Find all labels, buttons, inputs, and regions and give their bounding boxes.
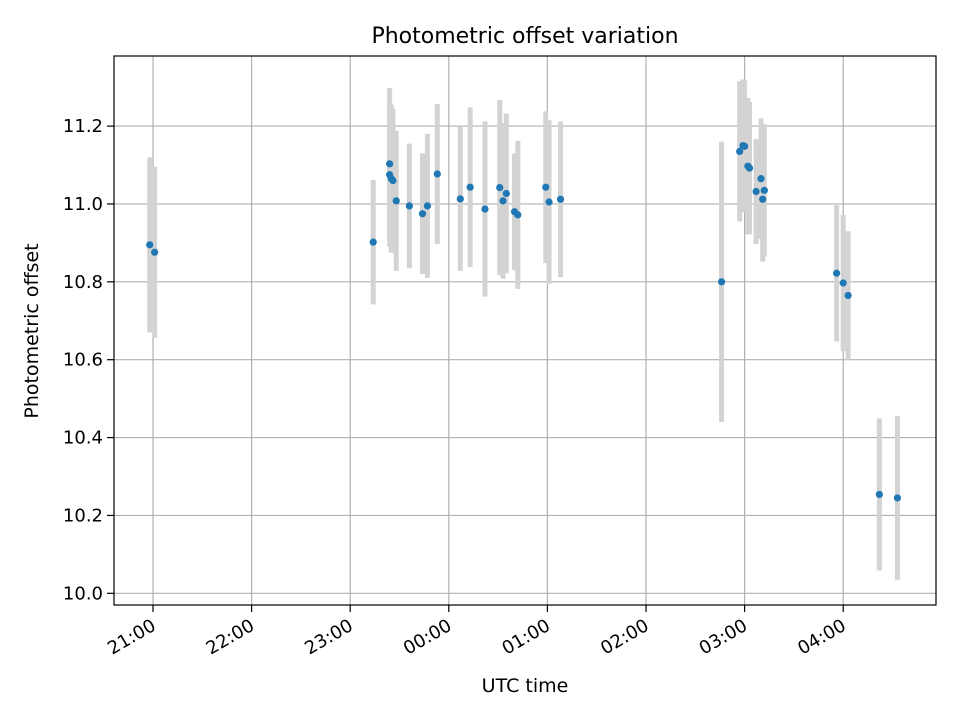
x-tick-label: 02:00 xyxy=(597,615,652,659)
data-point xyxy=(423,202,432,210)
x-tick-label: 04:00 xyxy=(794,615,849,659)
data-point xyxy=(741,142,749,150)
data-point xyxy=(514,211,522,219)
x-tick-label: 22:00 xyxy=(203,615,258,659)
data-point xyxy=(839,279,847,287)
y-tick-label: 11.2 xyxy=(63,116,103,137)
grid xyxy=(114,56,936,605)
y-tick-label: 10.6 xyxy=(63,350,103,371)
error-bars xyxy=(147,79,900,580)
data-point xyxy=(456,195,464,203)
data-point xyxy=(736,147,744,155)
x-tick-label: 23:00 xyxy=(301,615,356,659)
y-tick-label: 11.0 xyxy=(63,194,103,215)
data-point xyxy=(757,175,765,183)
data-point xyxy=(556,195,565,203)
data-point xyxy=(875,490,883,499)
data-point xyxy=(389,176,397,185)
data-point xyxy=(146,241,154,249)
data-point xyxy=(433,170,441,178)
data-point xyxy=(499,197,507,205)
data-point xyxy=(386,160,394,168)
data-point xyxy=(760,186,768,194)
x-axis: 21:00 22:00 23:00 00:00 01:00 02:00 03:00 04:00 xyxy=(104,605,850,659)
y-tick-label: 10.8 xyxy=(63,272,103,293)
y-tick-label: 10.2 xyxy=(63,505,103,526)
data-point xyxy=(502,189,510,198)
data-point xyxy=(752,187,760,196)
x-axis-label: UTC time xyxy=(482,675,569,697)
data-point xyxy=(893,494,902,502)
data-point xyxy=(759,195,767,203)
data-points xyxy=(146,141,902,502)
x-tick-label: 00:00 xyxy=(400,615,455,659)
y-axis: 10.0 10.2 10.4 10.6 10.8 11.0 11.2 xyxy=(63,116,114,604)
data-point xyxy=(369,238,377,246)
y-tick-label: 10.4 xyxy=(63,428,103,449)
data-point xyxy=(844,291,852,300)
data-point xyxy=(745,164,754,172)
data-point xyxy=(833,269,841,277)
y-tick-label: 10.0 xyxy=(63,583,103,604)
x-tick-label: 01:00 xyxy=(498,615,553,659)
x-tick-label: 21:00 xyxy=(104,615,159,659)
plot-frame xyxy=(113,55,937,606)
data-point xyxy=(466,183,474,191)
data-point xyxy=(481,205,489,213)
chart-title: Photometric offset variation xyxy=(371,24,678,49)
y-axis-label: Photometric offset xyxy=(21,243,43,418)
data-point xyxy=(405,202,413,210)
data-point xyxy=(542,183,550,191)
data-point xyxy=(545,198,553,206)
data-point xyxy=(717,278,726,286)
x-tick-label: 03:00 xyxy=(696,615,751,659)
data-point xyxy=(392,197,400,205)
data-point xyxy=(151,248,159,256)
data-point xyxy=(418,210,427,218)
data-point xyxy=(496,184,504,192)
